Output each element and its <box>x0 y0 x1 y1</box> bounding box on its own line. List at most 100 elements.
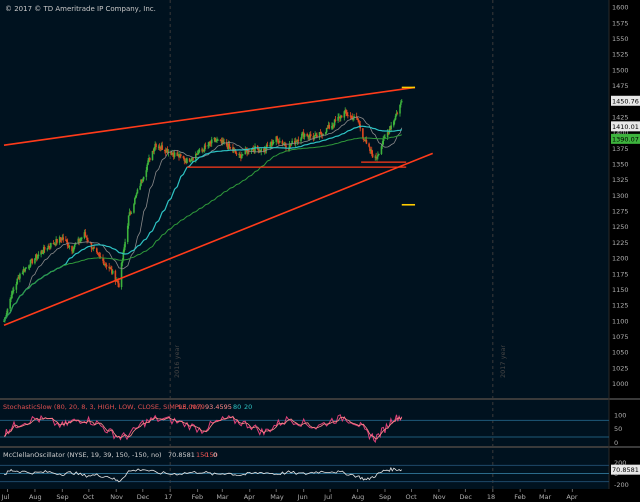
price-panel[interactable] <box>0 0 609 398</box>
candle-body <box>278 141 281 143</box>
x-tick-label: Mar <box>539 493 552 501</box>
candle-body <box>40 251 42 255</box>
trendlines <box>3 86 434 326</box>
candle-body <box>225 142 228 146</box>
stoch-legend-value: 93.0079 <box>178 403 205 411</box>
candle-body <box>66 241 69 247</box>
candle-body <box>188 158 191 162</box>
candle-body <box>246 150 248 154</box>
candle-body <box>271 143 274 145</box>
candle-body <box>239 154 241 156</box>
candle-body <box>365 140 368 144</box>
candle-body <box>78 238 80 242</box>
candle-body <box>228 143 231 148</box>
candle-body <box>104 264 107 266</box>
candle-body <box>394 115 397 120</box>
x-tick-label: Jun <box>297 493 308 501</box>
candle-body <box>74 243 77 245</box>
candle-body <box>295 141 298 143</box>
x-tick-label: Dec <box>137 493 150 501</box>
candle-body <box>25 267 27 269</box>
x-tick-label: Oct <box>83 493 95 501</box>
candle-body <box>276 136 278 140</box>
price-tick-label: 1150 <box>612 286 629 294</box>
mcclellan-series <box>0 464 609 483</box>
candle-body <box>240 155 243 159</box>
candle-body <box>183 158 186 161</box>
candle-body <box>368 143 370 147</box>
candle-body <box>55 238 57 245</box>
candle-body <box>308 136 310 138</box>
candle-body <box>370 149 373 154</box>
stoch-tick-label: 0 <box>614 439 618 447</box>
price-tick-label: 1075 <box>612 333 629 341</box>
candle-body <box>84 232 87 237</box>
x-tick-label: Jul <box>1 493 10 501</box>
candle-body <box>344 110 346 112</box>
candle-body <box>146 164 148 171</box>
x-tick-label: Apr <box>244 493 256 501</box>
candle-body <box>312 136 315 139</box>
candle-body <box>399 104 401 114</box>
candle-body <box>210 142 212 144</box>
price-tick-label: 1400 <box>612 129 629 137</box>
candle-body <box>135 193 138 196</box>
candle-body <box>382 138 385 145</box>
candle-body <box>85 236 88 238</box>
candle-body <box>213 137 216 140</box>
year-label-2016: 2016 year <box>173 345 181 378</box>
candle-body <box>134 195 137 199</box>
candle-body <box>12 289 15 291</box>
stoch-d-line <box>3 416 403 440</box>
stochastic-title: StochasticSlow (80, 20, 8, 3, HIGH, LOW,… <box>3 403 202 411</box>
candle-body <box>173 152 176 157</box>
candle-body <box>166 149 169 153</box>
price-tick-label: 1500 <box>612 66 629 74</box>
price-tick-label: 1600 <box>612 4 629 12</box>
candle-body <box>182 156 185 159</box>
price-marker-label: 1410.01 <box>612 123 639 131</box>
candle-body <box>251 148 254 151</box>
candle-body <box>269 145 271 147</box>
candle-body <box>36 256 39 259</box>
candle-body <box>71 246 73 252</box>
candle-body <box>282 143 285 145</box>
candle-body <box>208 141 210 146</box>
price-tick-label: 1050 <box>612 349 629 357</box>
candle-body <box>227 143 230 149</box>
year-label-2017: 2017 year <box>499 345 507 378</box>
candle-body <box>340 115 343 118</box>
candle-body <box>324 132 327 134</box>
candle-body <box>277 139 279 143</box>
candle-body <box>159 147 162 149</box>
candle-body <box>288 144 291 150</box>
candle-body <box>197 152 200 155</box>
candle-body <box>232 147 234 152</box>
candle-body <box>186 158 188 164</box>
candle-body <box>27 266 30 268</box>
candle-body <box>99 256 102 258</box>
candle-body <box>172 152 174 154</box>
candle-body <box>240 154 242 159</box>
candle-body <box>77 238 80 244</box>
candle-body <box>10 298 12 300</box>
candle-body <box>393 119 396 122</box>
price-marker-label: 1390.07 <box>612 135 639 143</box>
candle-body <box>235 153 238 155</box>
candle-body <box>364 140 367 142</box>
candle-body <box>195 153 198 155</box>
candle-body <box>226 145 229 149</box>
candle-body <box>247 149 249 154</box>
x-tick-label: Nov <box>433 493 446 501</box>
candle-body <box>390 125 392 130</box>
candle-body <box>319 132 322 134</box>
candle-body <box>346 112 348 116</box>
mcclellan-panel[interactable] <box>0 448 609 489</box>
candle-body <box>164 149 166 152</box>
candle-body <box>52 243 55 245</box>
candle-body <box>179 154 182 157</box>
candle-body <box>190 159 193 162</box>
candle-body <box>217 139 219 141</box>
candle-body <box>338 116 340 118</box>
candle-body <box>347 115 349 117</box>
